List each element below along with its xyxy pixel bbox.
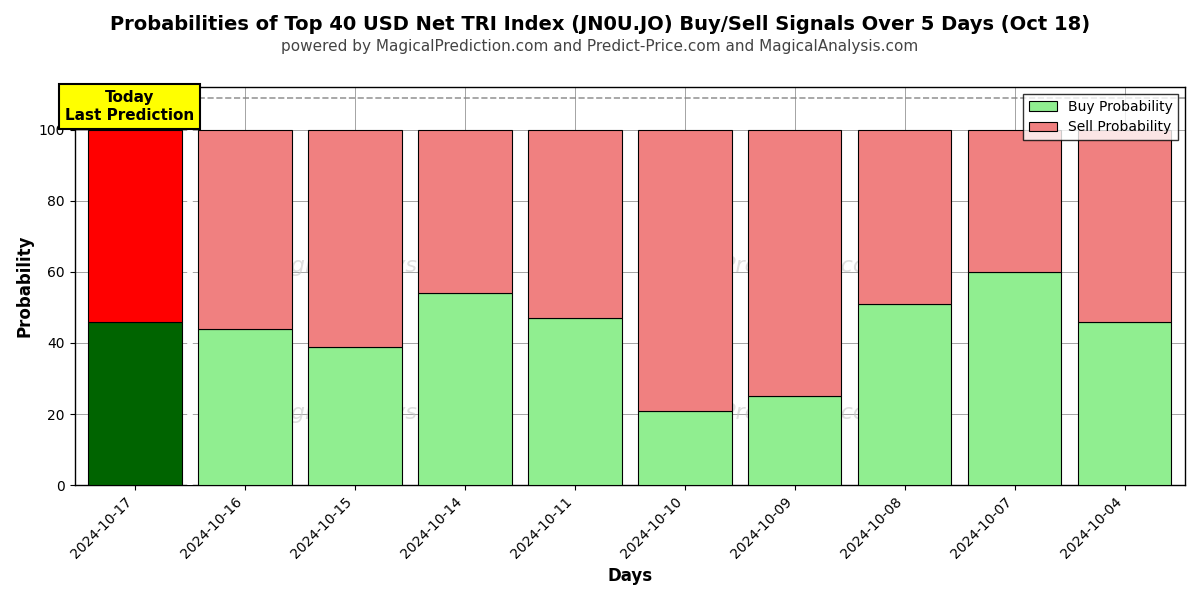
X-axis label: Days: Days (607, 567, 653, 585)
Bar (968, 272, 1061, 485)
Text: MagicalPrediction.com: MagicalPrediction.com (637, 256, 889, 276)
Text: Today
Last Prediction: Today Last Prediction (65, 91, 194, 123)
Bar (198, 329, 292, 485)
Legend: Buy Probability, Sell Probability: Buy Probability, Sell Probability (1024, 94, 1178, 140)
Bar (858, 304, 952, 485)
Bar (748, 130, 841, 396)
Text: powered by MagicalPrediction.com and Predict-Price.com and MagicalAnalysis.com: powered by MagicalPrediction.com and Pre… (281, 39, 919, 54)
Bar (748, 396, 841, 485)
Bar (89, 130, 182, 322)
Bar (419, 293, 511, 485)
Bar (308, 347, 402, 485)
Bar (528, 130, 622, 318)
Bar (858, 130, 952, 304)
Bar (419, 130, 511, 293)
Bar (89, 322, 182, 485)
Text: MagicalAnalysis.com: MagicalAnalysis.com (259, 256, 490, 276)
Bar (638, 410, 732, 485)
Bar (968, 130, 1061, 272)
Y-axis label: Probability: Probability (16, 235, 34, 337)
Bar (528, 318, 622, 485)
Bar (1078, 322, 1171, 485)
Bar (638, 130, 732, 410)
Text: Probabilities of Top 40 USD Net TRI Index (JN0U.JO) Buy/Sell Signals Over 5 Days: Probabilities of Top 40 USD Net TRI Inde… (110, 15, 1090, 34)
Bar (308, 130, 402, 347)
Text: MagicalPrediction.com: MagicalPrediction.com (637, 403, 889, 424)
Bar (198, 130, 292, 329)
Text: MagicalAnalysis.com: MagicalAnalysis.com (259, 403, 490, 424)
Bar (1078, 130, 1171, 322)
